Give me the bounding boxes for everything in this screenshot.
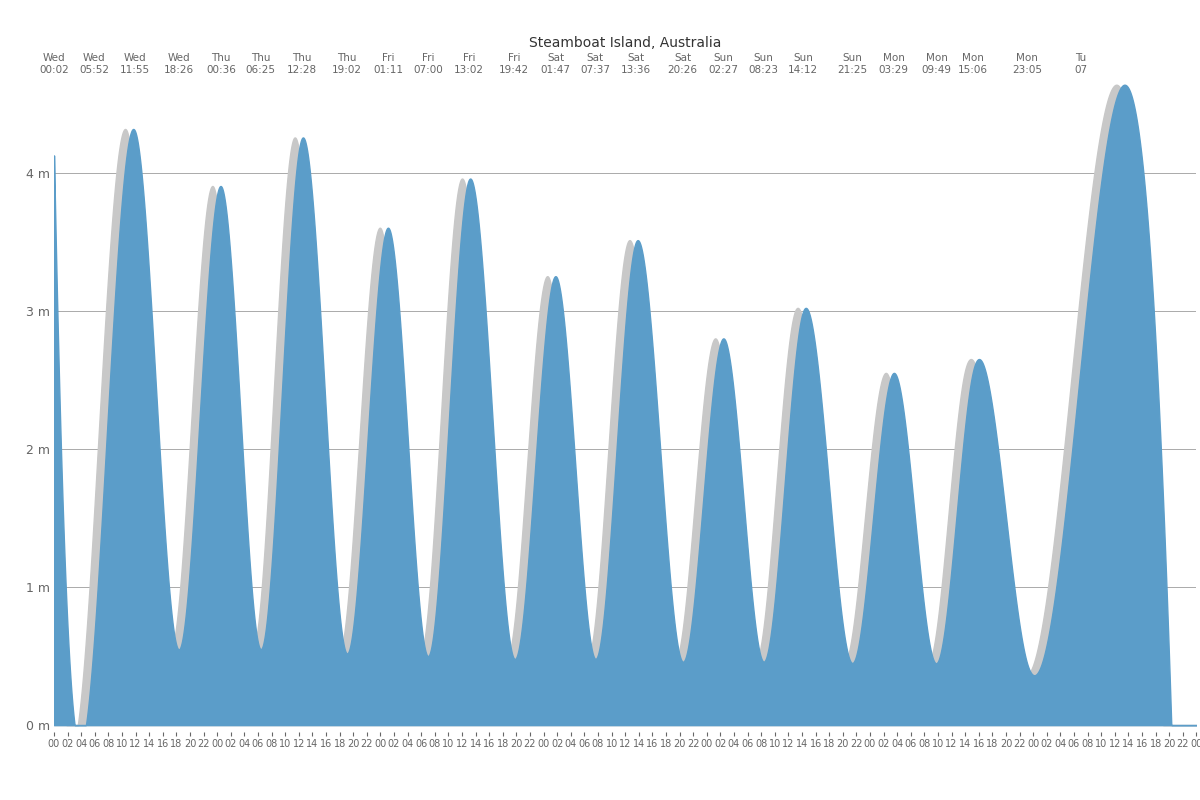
Title: Steamboat Island, Australia: Steamboat Island, Australia <box>529 37 721 50</box>
